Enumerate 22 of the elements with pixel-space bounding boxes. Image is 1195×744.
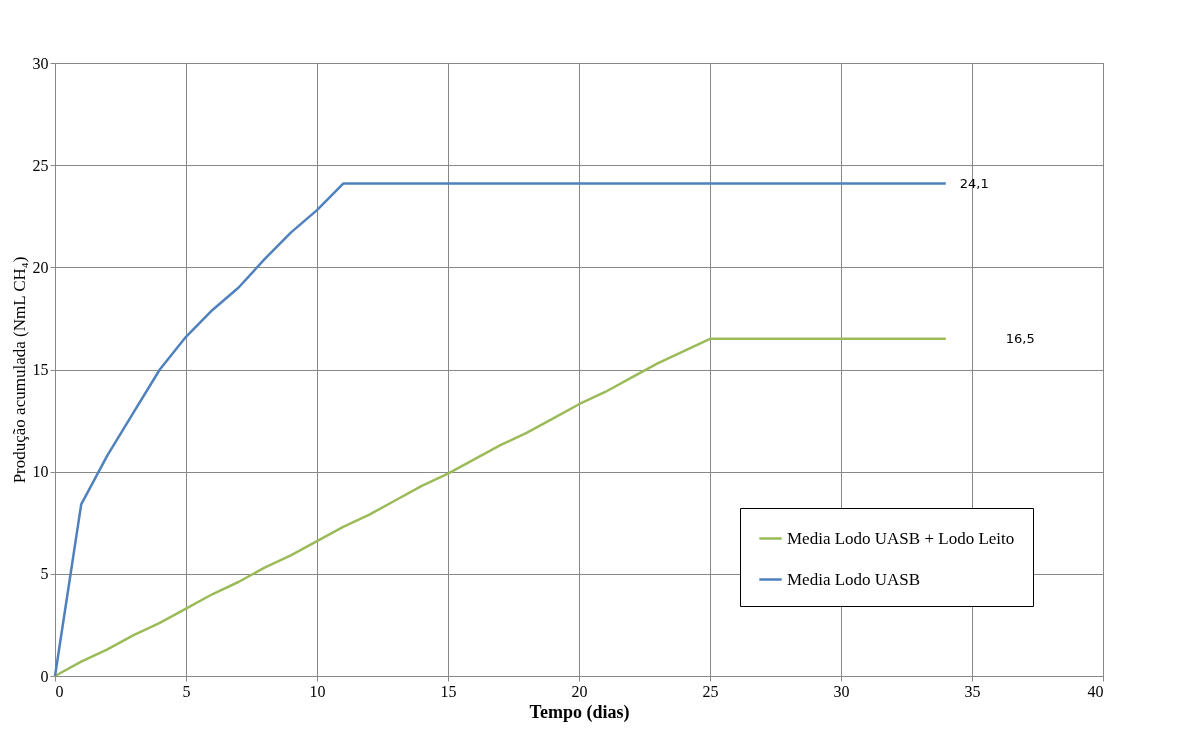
x-tick-label: 15 — [440, 682, 457, 700]
y-tick-label: 5 — [40, 565, 49, 583]
y-tick-label: 20 — [32, 258, 49, 276]
x-tick-label: 10 — [309, 682, 326, 700]
y-tick-label: 0 — [40, 667, 49, 685]
x-tick-label: 0 — [55, 682, 64, 700]
x-tick-label: 30 — [833, 682, 850, 700]
annotation: 24,1 — [959, 175, 989, 191]
x-tick-label: 25 — [702, 682, 719, 700]
x-tick-label: 5 — [182, 682, 191, 700]
x-axis-title: Tempo (dias) — [529, 701, 630, 723]
y-tick-label: 25 — [32, 156, 49, 174]
y-axis-title: Produção acumulada (NmL CH₄) — [9, 256, 29, 484]
x-tick-label: 20 — [571, 682, 588, 700]
annotation: 16,5 — [1005, 330, 1035, 346]
y-tick-label: 30 — [32, 54, 49, 72]
y-tick-label: 15 — [32, 361, 49, 378]
legend-label: Media Lodo UASB — [787, 569, 921, 589]
y-tick-label: 10 — [32, 463, 49, 481]
legend-label: Media Lodo UASB + Lodo Leito — [787, 528, 1015, 548]
x-tick-label: 40 — [1087, 682, 1104, 700]
x-tick-label: 35 — [964, 682, 981, 700]
